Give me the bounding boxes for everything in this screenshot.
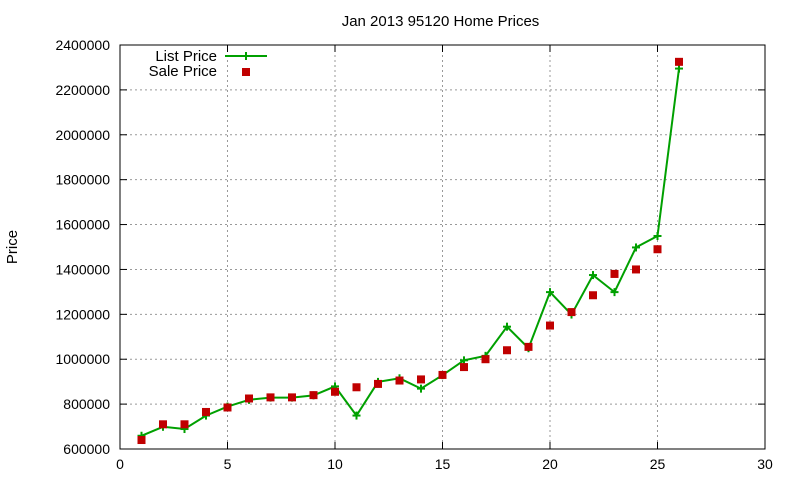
list-price-point [417,384,425,393]
list-price-point [546,288,554,297]
sale-price-point [503,346,511,355]
y-tick-label: 1400000 [55,261,110,277]
sale-price-point [374,379,382,388]
list-price-point [675,64,683,73]
list-price-point [589,271,597,280]
sale-price-point [460,363,468,372]
sale-price-point [331,387,339,396]
list-price-point [503,322,511,331]
sale-price-point [202,407,210,416]
y-tick-label: 2000000 [55,127,110,143]
sale-price-point [567,308,576,317]
sale-price-point [417,375,425,384]
sale-price-point [438,370,447,379]
sale-price-point [481,355,490,364]
y-tick-label: 800000 [63,396,110,412]
sale-price-point [159,420,167,429]
y-axis-label: Price [4,230,21,264]
x-tick-label: 25 [650,456,666,472]
x-tick-label: 0 [116,456,124,472]
ticks: 0 5 10 15 20 25 30 600000 800000 1000000 1200000 14… [55,37,773,472]
list-price-line [141,68,680,437]
x-tick-label: 15 [435,456,451,472]
legend-label-sale-price: Sale Price [149,63,217,80]
sale-price-point [632,265,640,274]
list-price-point [653,232,662,241]
y-tick-label: 1800000 [55,172,110,188]
x-tick-label: 20 [542,456,558,472]
chart-title: Jan 2013 95120 Home Prices [342,13,540,30]
sale-price-point [675,57,683,66]
sale-price-point [653,245,662,254]
y-tick-label: 2400000 [55,37,110,53]
y-tick-label: 1000000 [55,351,110,367]
sale-price-point [610,269,619,278]
y-tick-label: 1200000 [55,306,110,322]
list-price-point [352,411,361,420]
sale-price-point [266,393,275,402]
grid [120,45,765,449]
y-tick-label: 2200000 [55,82,110,98]
list-price-point [610,288,619,297]
sale-price-point [223,403,232,412]
sale-price-point [309,391,318,400]
sale-price-point [352,383,361,392]
x-tick-label: 5 [224,456,232,472]
sale-price-point [395,376,404,385]
sale-price-point [546,321,554,330]
sale-price-point [180,420,189,429]
list-price-point [460,356,468,365]
series-layer [137,57,683,445]
sale-price-point [245,394,253,403]
legend-marker-list-price [242,52,250,60]
sale-price-point [288,393,296,402]
x-tick-label: 10 [327,456,343,472]
sale-price-point [524,342,533,351]
x-tick-label: 30 [757,456,773,472]
sale-price-point [137,436,146,445]
y-tick-label: 600000 [63,441,110,457]
list-price-point [632,243,640,252]
y-tick-label: 1600000 [55,217,110,233]
legend-swatch-sale-price [242,68,250,76]
legend-label-list-price: List Price [155,48,217,65]
sale-price-point [589,291,597,300]
legend: List Price Sale Price [149,48,267,80]
